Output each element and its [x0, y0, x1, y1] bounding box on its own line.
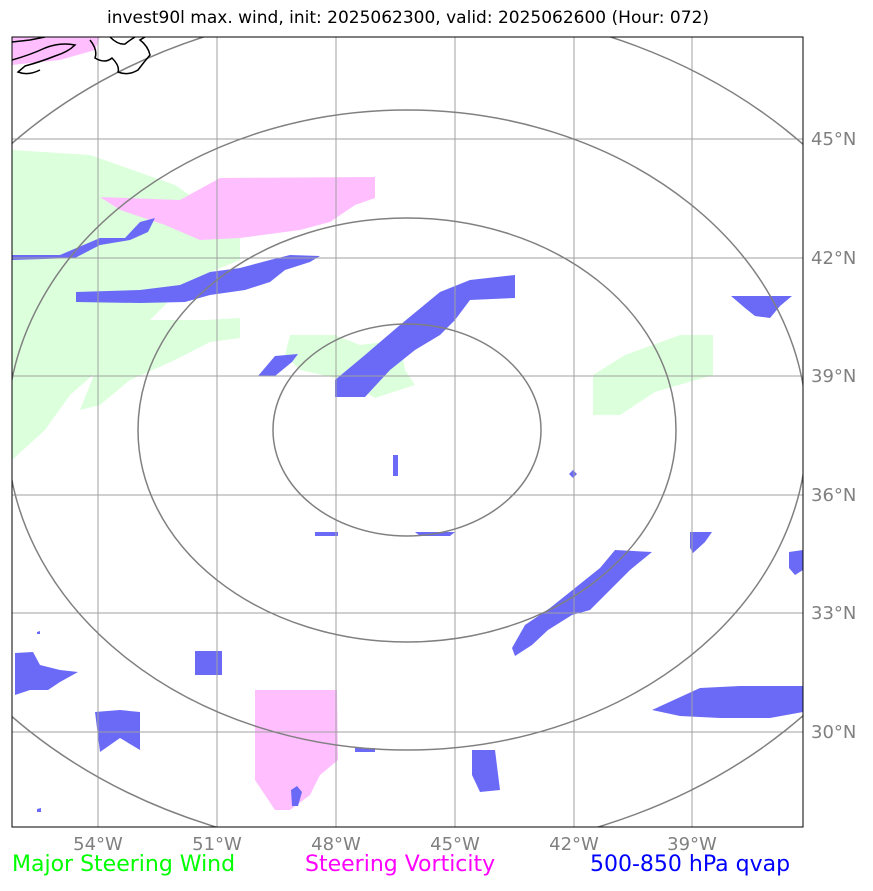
qvap-area	[95, 710, 140, 752]
vorticity-area	[12, 37, 100, 65]
range-ring	[272, 323, 542, 537]
coastline-segment	[12, 37, 46, 43]
vorticity-area	[255, 690, 338, 810]
qvap-area	[291, 786, 302, 806]
qvap-area	[569, 470, 577, 478]
qvap-area	[15, 652, 78, 695]
coastline-segment	[109, 37, 136, 45]
x-tick-label: 54°W	[73, 834, 123, 855]
y-tick-label: 36°N	[811, 485, 856, 506]
qvap-area	[393, 455, 398, 476]
qvap-area	[731, 296, 792, 318]
coastline	[12, 37, 151, 75]
qvap-area	[690, 532, 712, 553]
y-tick-label: 42°N	[811, 248, 856, 269]
legend-steering-vorticity: Steering Vorticity	[305, 852, 496, 877]
x-tick-labels: 54°W 51°W 48°W 45°W 42°W 39°W	[73, 834, 717, 855]
steering-wind-area	[593, 335, 713, 415]
range-rings	[12, 37, 803, 827]
y-tick-label: 39°N	[811, 366, 856, 387]
vorticity-areas	[12, 37, 375, 810]
steering-wind-area	[80, 318, 240, 410]
gridlines	[12, 37, 803, 827]
y-tick-label: 45°N	[811, 129, 856, 150]
qvap-area	[195, 651, 222, 675]
x-tick-label: 51°W	[192, 834, 242, 855]
qvap-area	[789, 550, 803, 575]
map-frame	[11, 36, 804, 828]
range-ring	[137, 217, 677, 643]
qvap-area	[652, 686, 803, 718]
x-tick-label: 39°W	[667, 834, 717, 855]
y-tick-label: 33°N	[811, 603, 856, 624]
coastline-segment	[89, 37, 151, 75]
x-tick-label: 45°W	[430, 834, 480, 855]
qvap-area	[76, 255, 320, 303]
range-ring	[12, 109, 803, 751]
legend-steering-wind: Major Steering Wind	[12, 852, 236, 877]
x-tick-label: 48°W	[311, 834, 361, 855]
qvap-area	[335, 275, 515, 397]
map-title: invest90l max. wind, init: 2025062300, v…	[106, 8, 710, 28]
qvap-areas	[12, 218, 803, 812]
qvap-area	[37, 631, 40, 634]
coastline-segment	[12, 43, 77, 75]
x-tick-label: 42°W	[549, 834, 599, 855]
legend-qvap: 500-850 hPa qvap	[590, 852, 791, 877]
vorticity-area	[100, 177, 375, 240]
y-tick-label: 30°N	[811, 722, 856, 743]
qvap-area	[37, 808, 41, 812]
qvap-area	[315, 532, 338, 536]
qvap-area	[512, 550, 652, 656]
y-tick-labels: 45°N 42°N 39°N 36°N 33°N 30°N	[811, 129, 856, 743]
qvap-area	[12, 218, 155, 260]
qvap-area	[258, 354, 298, 376]
qvap-area	[472, 750, 500, 792]
